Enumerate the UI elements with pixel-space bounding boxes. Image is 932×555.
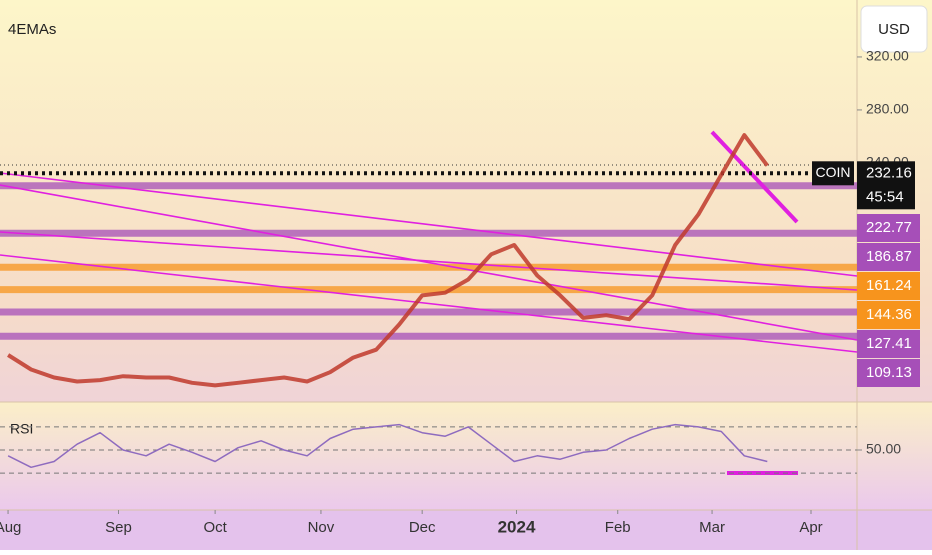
level-label: 127.41 xyxy=(866,335,912,352)
level-label: 222.77 xyxy=(866,219,912,236)
currency-label[interactable]: USD xyxy=(878,21,910,38)
x-tick-label: Mar xyxy=(699,519,725,536)
level-label: 186.87 xyxy=(866,248,912,265)
rsi-pane xyxy=(0,402,932,510)
x-tick-label: Aug xyxy=(0,519,21,536)
x-tick-label: Apr xyxy=(799,519,822,536)
indicator-title: 4EMAs xyxy=(8,21,56,38)
series-line xyxy=(7,133,769,388)
x-tick-label: Dec xyxy=(409,519,436,536)
level-label-box xyxy=(857,214,920,242)
level-label: 109.13 xyxy=(866,364,912,381)
time-axis xyxy=(0,510,932,550)
rsi-title: RSI xyxy=(10,421,33,437)
level-label-box xyxy=(857,243,920,271)
level-label-box xyxy=(857,301,920,329)
last-price-box xyxy=(857,161,915,210)
symbol-box xyxy=(812,161,854,186)
trendline xyxy=(0,184,858,341)
trendlines xyxy=(0,130,858,475)
level-label-box xyxy=(857,272,920,300)
trendline xyxy=(710,130,799,224)
y-tick-label: 50.00 xyxy=(866,441,901,457)
level-label-box xyxy=(857,359,920,387)
last-price-label: 232.16 xyxy=(866,164,912,181)
symbol-label: COIN xyxy=(816,164,851,180)
level-label-box xyxy=(857,330,920,358)
trendline xyxy=(0,254,858,353)
y-tick-label: 320.00 xyxy=(866,48,909,64)
x-tick-label: 2024 xyxy=(498,517,536,536)
trendline xyxy=(0,231,858,291)
currency-button[interactable] xyxy=(860,5,928,53)
series-line xyxy=(7,423,768,469)
level-label: 144.36 xyxy=(866,306,912,323)
countdown-label: 45:54 xyxy=(866,188,904,205)
x-tick-label: Oct xyxy=(203,519,227,536)
x-tick-label: Feb xyxy=(605,519,631,536)
level-label: 161.24 xyxy=(866,277,912,294)
y-tick-label: 280.00 xyxy=(866,101,909,117)
trendline xyxy=(0,172,858,277)
x-tick-label: Sep xyxy=(105,519,132,536)
x-tick-label: Nov xyxy=(308,519,335,536)
